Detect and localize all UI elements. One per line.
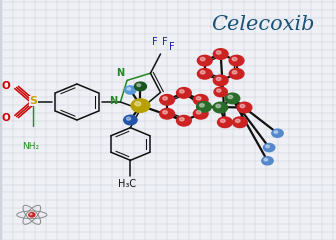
Circle shape	[262, 157, 273, 165]
Circle shape	[197, 69, 212, 79]
Circle shape	[126, 117, 131, 120]
Circle shape	[263, 144, 275, 152]
Circle shape	[232, 71, 237, 74]
Circle shape	[176, 88, 191, 98]
Text: NH₂: NH₂	[22, 142, 39, 151]
Circle shape	[160, 95, 174, 105]
Text: F: F	[169, 42, 175, 52]
Circle shape	[213, 102, 228, 113]
Circle shape	[200, 71, 205, 74]
Circle shape	[127, 88, 131, 90]
Circle shape	[163, 111, 167, 114]
Circle shape	[196, 97, 201, 100]
Circle shape	[193, 108, 208, 119]
Circle shape	[214, 87, 227, 97]
Circle shape	[220, 119, 225, 122]
Circle shape	[228, 95, 233, 99]
Circle shape	[237, 102, 252, 113]
Text: Celecoxib: Celecoxib	[211, 14, 314, 34]
Text: H₃C: H₃C	[118, 179, 136, 189]
Text: O: O	[2, 81, 11, 91]
Circle shape	[240, 104, 245, 108]
Circle shape	[137, 84, 141, 87]
Circle shape	[217, 89, 221, 92]
Circle shape	[196, 111, 201, 114]
Circle shape	[131, 99, 150, 112]
Circle shape	[216, 104, 221, 108]
Text: O: O	[2, 113, 11, 123]
Circle shape	[266, 145, 269, 148]
Circle shape	[200, 104, 204, 107]
Circle shape	[30, 214, 32, 215]
Circle shape	[229, 69, 244, 79]
Circle shape	[197, 55, 212, 66]
Circle shape	[274, 131, 278, 133]
Circle shape	[200, 57, 205, 61]
Circle shape	[217, 117, 232, 127]
Circle shape	[216, 77, 221, 81]
Text: F: F	[152, 37, 157, 47]
Circle shape	[233, 117, 247, 127]
Circle shape	[193, 95, 208, 105]
Circle shape	[124, 115, 137, 125]
Circle shape	[216, 51, 221, 54]
Circle shape	[134, 82, 146, 91]
Circle shape	[225, 93, 240, 104]
Circle shape	[272, 129, 283, 137]
Circle shape	[179, 118, 184, 121]
Text: S: S	[30, 96, 38, 106]
Text: F: F	[162, 37, 167, 47]
Circle shape	[236, 119, 240, 122]
Circle shape	[229, 55, 244, 66]
Text: N: N	[109, 96, 117, 106]
Circle shape	[264, 158, 268, 161]
Circle shape	[125, 86, 136, 94]
Text: N: N	[116, 67, 124, 78]
Circle shape	[213, 49, 228, 59]
Circle shape	[29, 213, 35, 217]
Circle shape	[197, 102, 211, 112]
Circle shape	[163, 97, 167, 100]
Circle shape	[232, 57, 237, 61]
Circle shape	[176, 115, 191, 126]
Circle shape	[135, 102, 141, 106]
Circle shape	[179, 90, 184, 93]
Circle shape	[213, 75, 228, 86]
Circle shape	[160, 108, 174, 119]
